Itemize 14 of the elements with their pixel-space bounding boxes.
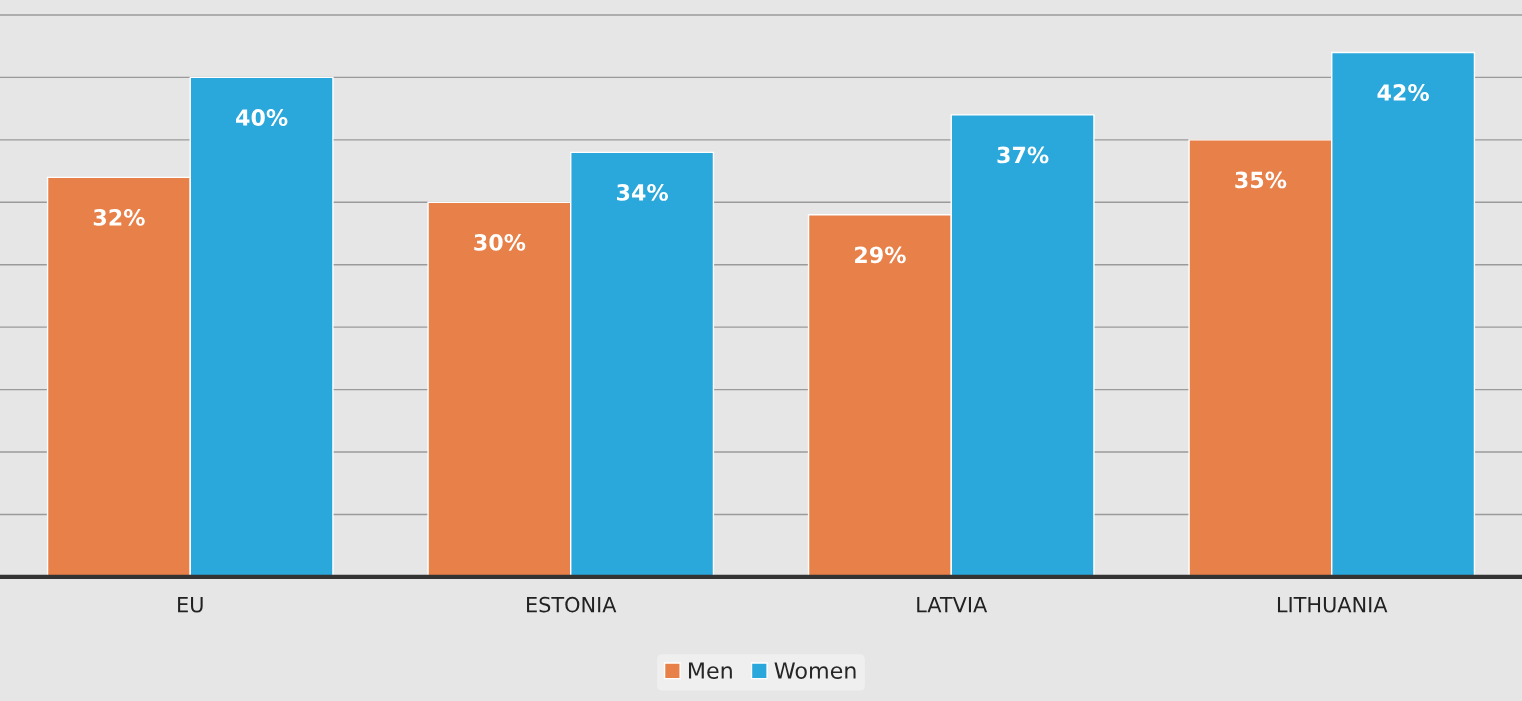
data-label: 29% [855,246,906,264]
x-tick-label: LITHUANIA [1277,597,1388,613]
data-label: 32% [93,208,145,226]
x-tick-label: ESTONIA [527,596,617,613]
data-label: 40% [236,109,288,126]
data-label: 37% [997,146,1049,164]
data-label: 42% [1377,84,1429,101]
legend-label: Women [774,662,856,679]
data-label: 34% [616,184,668,201]
data-label: 35% [1235,171,1287,189]
x-tick-label: EU [178,597,203,613]
x-tick-label: LATVIA [917,597,988,613]
legend-label: Men [688,662,732,679]
data-label: 30% [474,233,526,251]
